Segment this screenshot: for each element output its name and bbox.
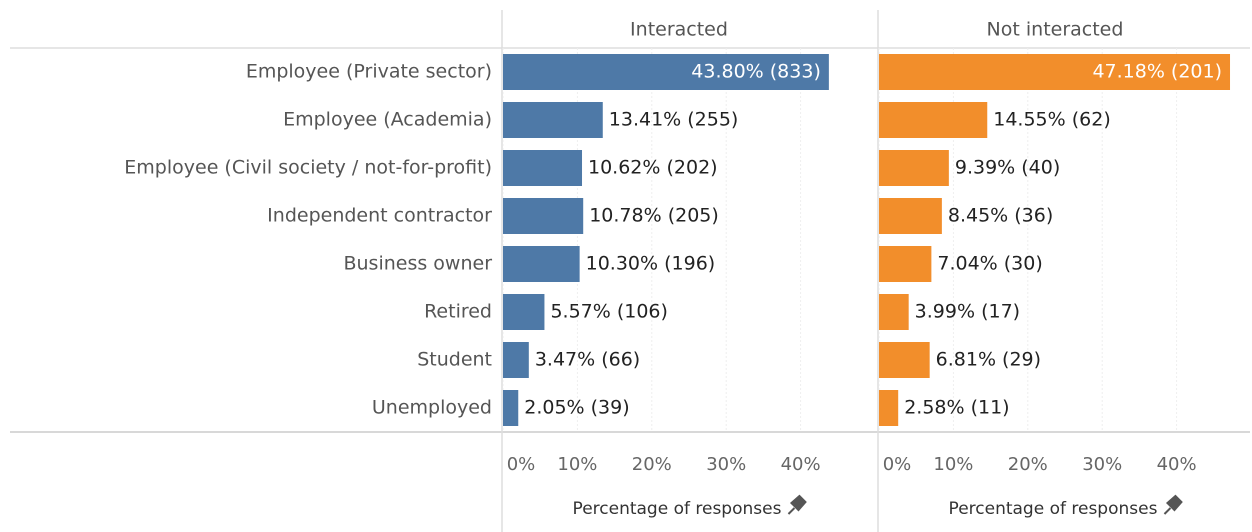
value-label: 13.41% (255) xyxy=(609,109,739,131)
bar xyxy=(879,150,949,186)
category-label: Business owner xyxy=(343,253,492,275)
value-label: 43.80% (833) xyxy=(691,61,821,83)
value-label: 2.58% (11) xyxy=(904,397,1009,419)
bar xyxy=(879,390,899,426)
category-label: Employee (Civil society / not-for-profit… xyxy=(124,157,492,179)
value-label: 8.45% (36) xyxy=(948,205,1053,227)
value-label: 7.04% (30) xyxy=(937,253,1042,275)
bar xyxy=(503,342,529,378)
category-label: Employee (Academia) xyxy=(283,109,492,131)
bar xyxy=(503,390,519,426)
panel-title: Interacted xyxy=(630,19,728,41)
x-tick-label: 20% xyxy=(1008,454,1048,475)
value-label: 9.39% (40) xyxy=(955,157,1060,179)
bar xyxy=(879,342,930,378)
x-axis-label: Percentage of responses xyxy=(949,499,1158,519)
x-tick-label: 10% xyxy=(933,454,973,475)
value-label: 6.81% (29) xyxy=(936,349,1041,371)
bar xyxy=(503,246,580,282)
value-label: 10.62% (202) xyxy=(588,157,718,179)
value-label: 47.18% (201) xyxy=(1092,61,1222,83)
x-tick-label: 20% xyxy=(632,454,672,475)
x-tick-label: 0% xyxy=(507,454,536,475)
value-label: 3.47% (66) xyxy=(535,349,640,371)
category-label: Unemployed xyxy=(372,397,492,419)
x-tick-label: 0% xyxy=(883,454,912,475)
bar xyxy=(879,54,1231,90)
bar xyxy=(503,54,829,90)
bar xyxy=(879,294,909,330)
value-label: 10.30% (196) xyxy=(586,253,716,275)
bar xyxy=(503,198,584,234)
x-tick-label: 10% xyxy=(557,454,597,475)
value-label: 3.99% (17) xyxy=(915,301,1020,323)
category-label: Independent contractor xyxy=(267,205,492,227)
x-tick-label: 30% xyxy=(706,454,746,475)
category-label: Employee (Private sector) xyxy=(246,61,492,83)
bar xyxy=(879,198,942,234)
pin-icon xyxy=(787,494,807,515)
x-tick-label: 30% xyxy=(1082,454,1122,475)
x-axis-label: Percentage of responses xyxy=(573,499,782,519)
value-label: 2.05% (39) xyxy=(524,397,629,419)
value-label: 10.78% (205) xyxy=(589,205,719,227)
value-label: 14.55% (62) xyxy=(993,109,1110,131)
bar xyxy=(503,102,603,138)
x-tick-label: 40% xyxy=(1157,454,1197,475)
x-tick-label: 40% xyxy=(781,454,821,475)
bar xyxy=(879,246,932,282)
bar xyxy=(503,150,583,186)
pin-icon xyxy=(1163,494,1183,515)
bar xyxy=(503,294,545,330)
category-label: Retired xyxy=(424,301,492,323)
bar xyxy=(879,102,988,138)
value-label: 5.57% (106) xyxy=(550,301,668,323)
category-label: Student xyxy=(417,349,492,371)
panel-title: Not interacted xyxy=(987,19,1124,41)
